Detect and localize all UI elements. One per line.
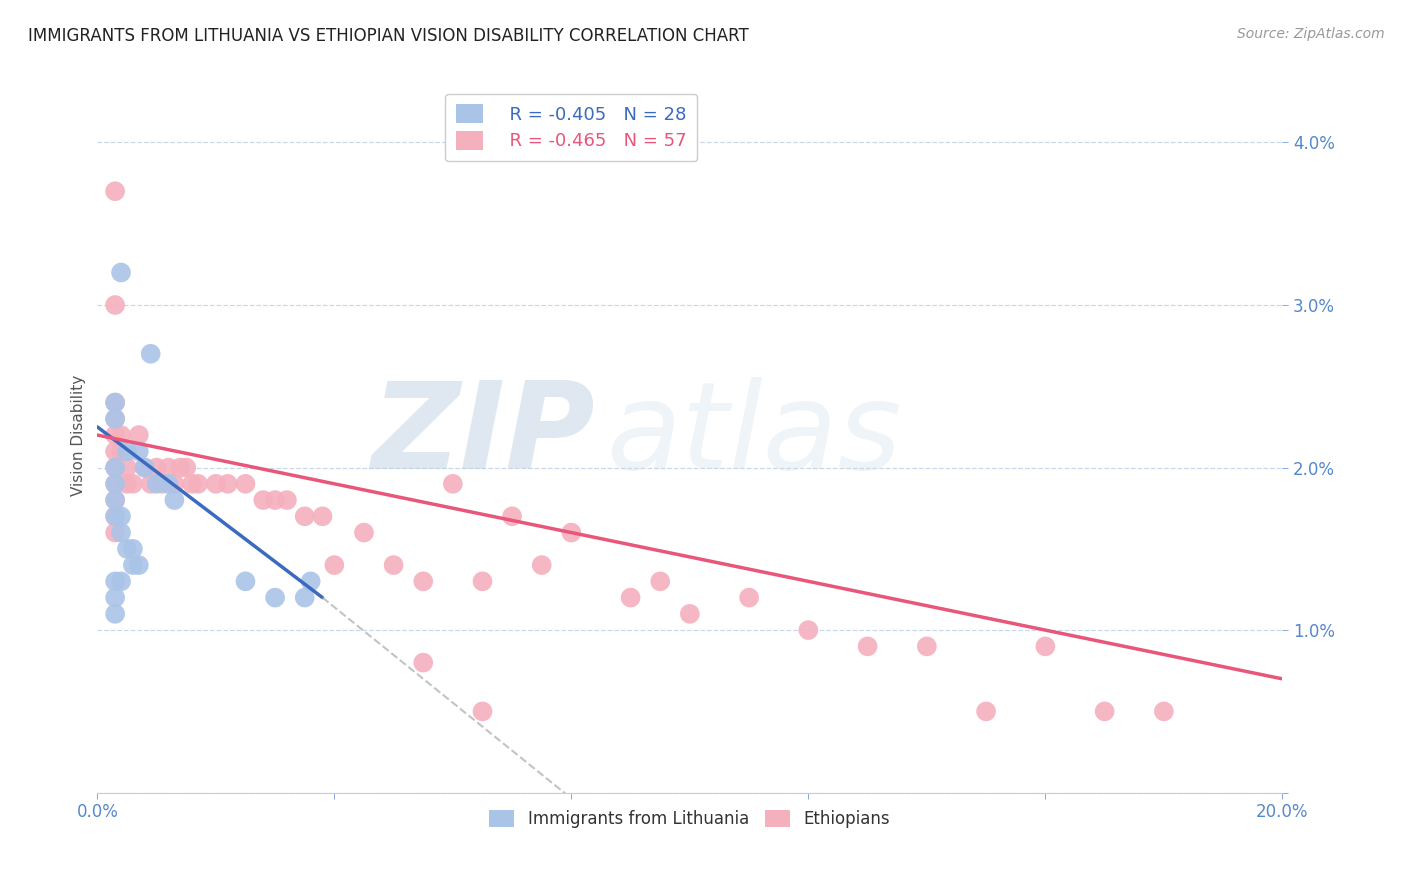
Point [104, 460, 127, 475]
Point [915, 640, 938, 654]
Point [122, 541, 145, 556]
Point [104, 444, 127, 458]
Point [115, 444, 138, 458]
Point [157, 476, 180, 491]
Point [217, 476, 239, 491]
Point [104, 476, 127, 491]
Point [797, 623, 820, 637]
Point [104, 395, 127, 409]
Point [530, 558, 553, 573]
Legend: Immigrants from Lithuania, Ethiopians: Immigrants from Lithuania, Ethiopians [482, 803, 897, 834]
Point [441, 476, 464, 491]
Point [264, 493, 287, 508]
Point [974, 705, 997, 719]
Point [1033, 640, 1056, 654]
Point [115, 460, 138, 475]
Point [1153, 705, 1175, 719]
Point [163, 493, 186, 508]
Point [323, 558, 346, 573]
Point [110, 428, 132, 442]
Point [134, 460, 156, 475]
Point [1094, 705, 1116, 719]
Point [174, 460, 197, 475]
Point [115, 541, 138, 556]
Point [104, 184, 127, 198]
Point [134, 460, 156, 475]
Point [264, 591, 287, 605]
Text: IMMIGRANTS FROM LITHUANIA VS ETHIOPIAN VISION DISABILITY CORRELATION CHART: IMMIGRANTS FROM LITHUANIA VS ETHIOPIAN V… [28, 27, 749, 45]
Point [104, 411, 127, 425]
Point [110, 574, 132, 589]
Point [145, 476, 167, 491]
Point [128, 428, 150, 442]
Point [104, 476, 127, 491]
Point [157, 460, 180, 475]
Point [235, 476, 257, 491]
Text: ZIP: ZIP [371, 376, 595, 493]
Point [104, 411, 127, 425]
Point [294, 591, 316, 605]
Point [104, 591, 127, 605]
Point [299, 574, 322, 589]
Point [235, 574, 257, 589]
Point [311, 509, 333, 524]
Point [110, 444, 132, 458]
Point [139, 347, 162, 361]
Point [104, 574, 127, 589]
Point [128, 558, 150, 573]
Point [738, 591, 761, 605]
Point [163, 476, 186, 491]
Point [560, 525, 582, 540]
Point [145, 460, 167, 475]
Point [128, 444, 150, 458]
Point [104, 509, 127, 524]
Point [104, 298, 127, 312]
Point [115, 476, 138, 491]
Text: Source: ZipAtlas.com: Source: ZipAtlas.com [1237, 27, 1385, 41]
Point [471, 574, 494, 589]
Point [104, 525, 127, 540]
Point [679, 607, 702, 621]
Point [152, 476, 174, 491]
Point [104, 493, 127, 508]
Point [104, 607, 127, 621]
Point [187, 476, 209, 491]
Point [110, 525, 132, 540]
Point [205, 476, 228, 491]
Point [104, 428, 127, 442]
Point [382, 558, 405, 573]
Text: atlas: atlas [607, 376, 903, 493]
Y-axis label: Vision Disability: Vision Disability [72, 375, 86, 496]
Point [110, 265, 132, 279]
Point [104, 509, 127, 524]
Point [252, 493, 274, 508]
Point [104, 395, 127, 409]
Point [471, 705, 494, 719]
Point [412, 574, 434, 589]
Point [104, 493, 127, 508]
Point [276, 493, 298, 508]
Point [169, 460, 191, 475]
Point [412, 656, 434, 670]
Point [353, 525, 375, 540]
Point [181, 476, 204, 491]
Point [122, 476, 145, 491]
Point [110, 509, 132, 524]
Point [139, 476, 162, 491]
Point [122, 558, 145, 573]
Point [856, 640, 879, 654]
Point [620, 591, 643, 605]
Point [294, 509, 316, 524]
Point [104, 460, 127, 475]
Point [501, 509, 523, 524]
Point [650, 574, 672, 589]
